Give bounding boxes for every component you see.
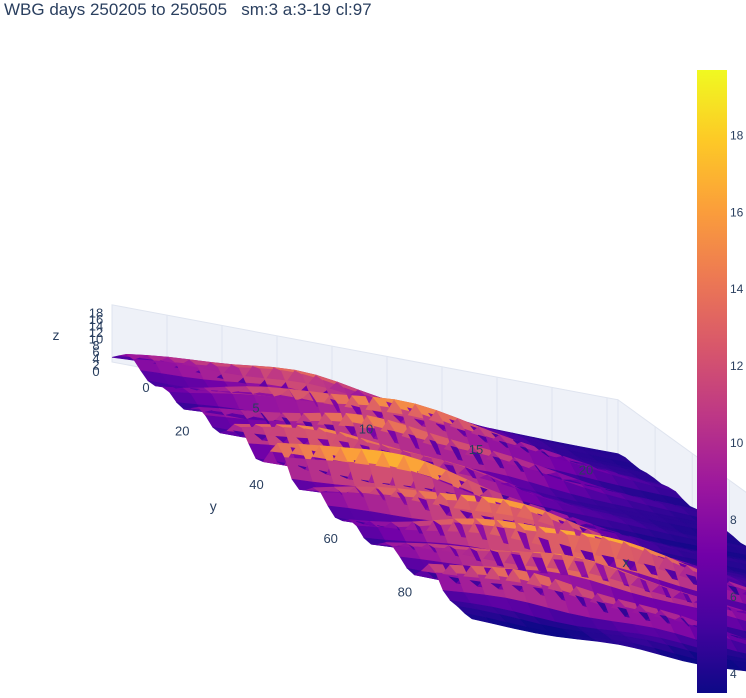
surface-patch [742, 591, 746, 595]
surface-patch [724, 654, 746, 664]
surface-patch [735, 586, 746, 605]
z-tick-label: 6 [92, 344, 99, 359]
colorbar-tick-label: 14 [730, 282, 744, 296]
z-tick-label: 8 [92, 338, 99, 353]
surface-patch [726, 555, 746, 562]
surface-patch [723, 630, 746, 645]
surface-patch [726, 542, 746, 550]
colorbar: 4 6 8 10 12 14 16 18 [697, 70, 744, 693]
colorbar-tick-label: 10 [730, 436, 744, 450]
surface-patch [740, 563, 746, 569]
chart-title: WBG days 250205 to 250505 sm:3 a:3-19 cl… [4, 0, 372, 19]
colorbar-tick-label: 18 [730, 128, 744, 142]
colorbar-tick-label: 8 [730, 513, 737, 527]
surface-patch [742, 603, 746, 608]
y-tick-label: 80 [398, 584, 412, 599]
colorbar-tick-label: 4 [730, 667, 737, 681]
x-tick-label: 0 [142, 380, 149, 395]
surface-patch [737, 637, 746, 641]
y-tick-label: 40 [249, 477, 263, 492]
surface-patch [736, 610, 746, 614]
surface-patch [741, 574, 746, 579]
surface-patch [734, 558, 746, 565]
surface-patch [727, 566, 746, 575]
surface-patch [727, 574, 746, 582]
surface-patch [738, 666, 746, 672]
surface-patch [730, 639, 746, 655]
surface-patch [734, 571, 746, 577]
colorbar-tick-label: 16 [730, 205, 744, 219]
z-tick-label: 14 [89, 318, 103, 333]
surface-patch [741, 582, 746, 588]
z-axis-title: z [53, 327, 60, 343]
y-axis-title: y [210, 498, 217, 514]
surface-patch [737, 651, 746, 660]
y-tick-label: 20 [175, 424, 189, 439]
z-tick-label: 12 [89, 325, 103, 340]
z-tick-label: 0 [92, 364, 99, 379]
y-tick-label: 60 [323, 531, 337, 546]
colorbar-tick-label: 6 [730, 590, 737, 604]
colorbar-gradient [697, 70, 727, 693]
z-tick-label: 16 [89, 312, 103, 327]
z-tick-label: 18 [89, 305, 103, 320]
surface-patch [732, 546, 746, 556]
colorbar-tick-label: 12 [730, 359, 744, 373]
x-tick-label: 10 [359, 421, 373, 436]
z-tick-label: 4 [92, 351, 99, 366]
surface-patch [736, 618, 746, 632]
x-tick-label: 15 [469, 442, 483, 457]
z-tick-label: 10 [89, 331, 103, 346]
surface-patch [735, 578, 746, 585]
x-axis-title: x [623, 554, 630, 570]
surface-patch [722, 625, 746, 640]
surface[interactable] [111, 353, 746, 698]
surface-patch [728, 581, 746, 591]
x-tick-label: 5 [252, 401, 259, 416]
z-tick-label: 2 [92, 357, 99, 372]
x-tick-label: 20 [579, 463, 593, 478]
